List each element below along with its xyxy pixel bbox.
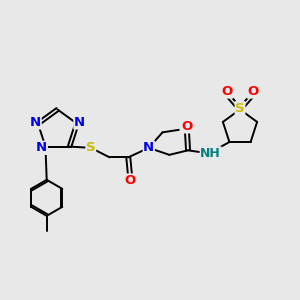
Text: N: N [36,141,47,154]
Text: S: S [86,141,96,154]
Text: O: O [248,85,259,98]
Text: O: O [125,174,136,187]
Text: O: O [181,120,192,133]
Text: N: N [74,116,85,129]
Text: N: N [30,116,41,129]
Text: N: N [143,141,154,154]
Text: NH: NH [200,147,221,160]
Text: O: O [221,85,233,98]
Text: S: S [235,102,245,115]
